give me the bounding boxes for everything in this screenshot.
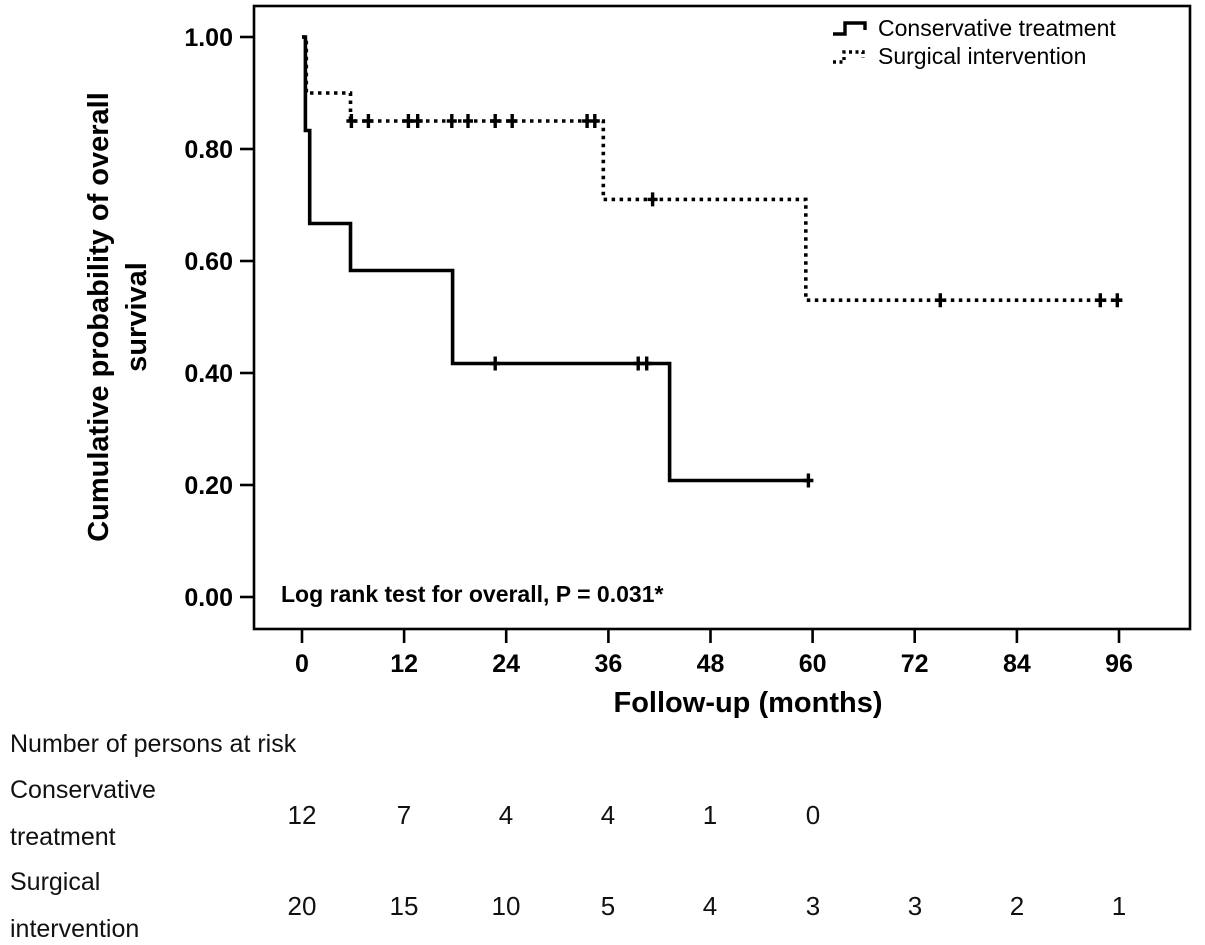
risk-row-label-surgical-line1: Surgical bbox=[10, 868, 101, 896]
censor-marks-conservative bbox=[490, 356, 814, 488]
x-tick-label: 0 bbox=[295, 650, 309, 678]
risk-count: 0 bbox=[805, 800, 821, 830]
x-tick-label: 72 bbox=[901, 650, 929, 678]
risk-count: 4 bbox=[702, 891, 718, 921]
series-line-surgical bbox=[302, 35, 1127, 302]
y-tick-label: 1.00 bbox=[184, 24, 233, 52]
risk-count: 1 bbox=[1111, 891, 1127, 921]
legend-label-surgical: Surgical intervention bbox=[878, 43, 1086, 69]
x-tick-label: 12 bbox=[390, 650, 418, 678]
y-tick-label: 0.60 bbox=[184, 248, 233, 276]
survival-curves bbox=[302, 35, 1127, 488]
risk-table-title: Number of persons at risk bbox=[10, 730, 297, 758]
risk-count: 2 bbox=[1009, 891, 1025, 921]
risk-count: 7 bbox=[396, 800, 412, 830]
risk-count: 12 bbox=[287, 800, 317, 830]
risk-count: 1 bbox=[702, 800, 718, 830]
risk-row-label-conservative-line1: Conservative bbox=[10, 776, 156, 804]
legend-line-sample-surgical bbox=[833, 50, 865, 64]
x-axis-title: Follow-up (months) bbox=[614, 687, 883, 719]
log-rank-annotation: Log rank test for overall, P = 0.031* bbox=[281, 581, 663, 607]
x-tick-label: 60 bbox=[799, 650, 827, 678]
y-tick-label: 0.00 bbox=[184, 584, 233, 612]
plot-border bbox=[252, 4, 1192, 631]
y-axis-title-line1: Cumulative probability of overall bbox=[83, 92, 115, 542]
y-tick-label: 0.80 bbox=[184, 136, 233, 164]
risk-count: 4 bbox=[498, 800, 514, 830]
censor-marks-surgical bbox=[346, 114, 1123, 308]
x-tick-label: 24 bbox=[492, 650, 520, 678]
series-line-conservative bbox=[302, 35, 809, 483]
x-tick-label: 36 bbox=[594, 650, 622, 678]
risk-count: 3 bbox=[805, 891, 821, 921]
risk-count: 10 bbox=[491, 891, 521, 921]
risk-count: 5 bbox=[600, 891, 616, 921]
y-tick-label: 0.40 bbox=[184, 360, 233, 388]
survival-chart-canvas: 0 12 24 36 48 60 72 84 96 0.00 0.20 0.40 0.60 0.80 1.0… bbox=[83, 4, 1192, 719]
risk-count: 3 bbox=[907, 891, 923, 921]
legend-line-sample-conservative bbox=[833, 21, 867, 36]
y-tick-label: 0.20 bbox=[184, 472, 233, 500]
axis-ticks: 0 12 24 36 48 60 72 84 96 0.00 0.20 0.40 0.60 0.80 1.0… bbox=[184, 24, 1133, 678]
risk-row-label-conservative-line2: treatment bbox=[10, 823, 116, 851]
x-tick-label: 96 bbox=[1105, 650, 1133, 678]
risk-row-label-surgical-line2: intervention bbox=[10, 915, 140, 943]
y-axis-title-line2: survival bbox=[121, 262, 153, 372]
legend: Conservative treatment Surgical interven… bbox=[833, 15, 1116, 69]
x-tick-label: 48 bbox=[697, 650, 725, 678]
risk-count: 20 bbox=[287, 891, 317, 921]
x-tick-label: 84 bbox=[1003, 650, 1031, 678]
legend-label-conservative: Conservative treatment bbox=[878, 15, 1116, 41]
risk-count: 4 bbox=[600, 800, 616, 830]
risk-count: 15 bbox=[389, 891, 419, 921]
